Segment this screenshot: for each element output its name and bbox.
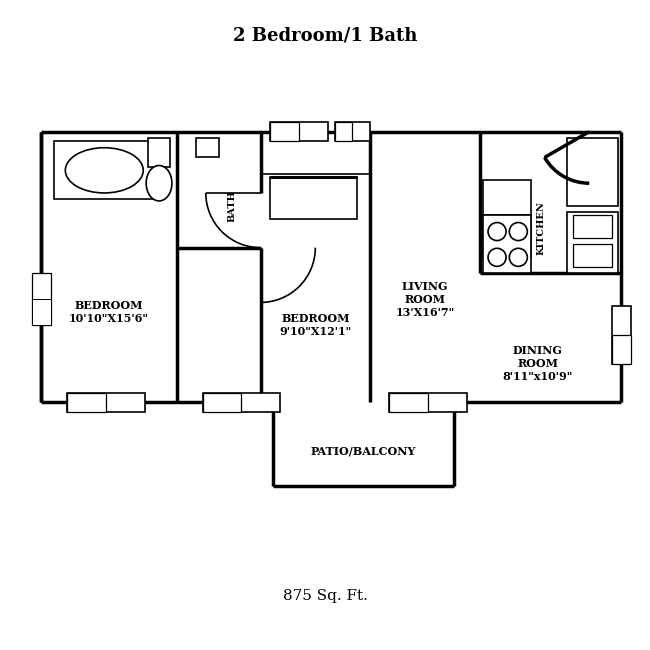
Bar (389, 393, 467, 412)
Bar (389, 393, 428, 412)
Bar (483, 215, 531, 274)
Text: LIVING
ROOM
13'X16'7": LIVING ROOM 13'X16'7" (395, 281, 454, 317)
Ellipse shape (65, 148, 143, 193)
Bar (335, 122, 352, 141)
Bar (32, 299, 51, 325)
Bar (612, 335, 631, 363)
Bar (335, 122, 370, 141)
Bar (196, 138, 218, 157)
Bar (55, 141, 154, 200)
Bar (67, 393, 106, 412)
Bar (67, 393, 144, 412)
Bar (270, 122, 328, 141)
Bar (573, 215, 612, 238)
Ellipse shape (146, 166, 172, 201)
Bar (567, 212, 618, 274)
Bar (203, 393, 241, 412)
Bar (483, 180, 531, 215)
Text: DINING
ROOM
8'11"x10'9": DINING ROOM 8'11"x10'9" (502, 345, 573, 382)
Text: 875 Sq. Ft.: 875 Sq. Ft. (283, 589, 367, 603)
Bar (270, 177, 358, 218)
Text: BEDROOM
10'10"X15'6": BEDROOM 10'10"X15'6" (69, 300, 149, 324)
Text: KITCHEN: KITCHEN (536, 202, 545, 255)
Bar (573, 244, 612, 267)
Text: 2 Bedroom/1 Bath: 2 Bedroom/1 Bath (233, 26, 417, 44)
Text: BATH: BATH (227, 190, 236, 222)
Text: BEDROOM
9'10"X12'1": BEDROOM 9'10"X12'1" (280, 313, 352, 337)
Bar (148, 138, 170, 167)
Bar (32, 274, 51, 325)
Bar (612, 306, 631, 363)
Bar (567, 138, 618, 206)
Text: PATIO/BALCONY: PATIO/BALCONY (311, 445, 417, 456)
Bar (203, 393, 280, 412)
Bar (270, 122, 299, 141)
Bar (483, 215, 531, 257)
